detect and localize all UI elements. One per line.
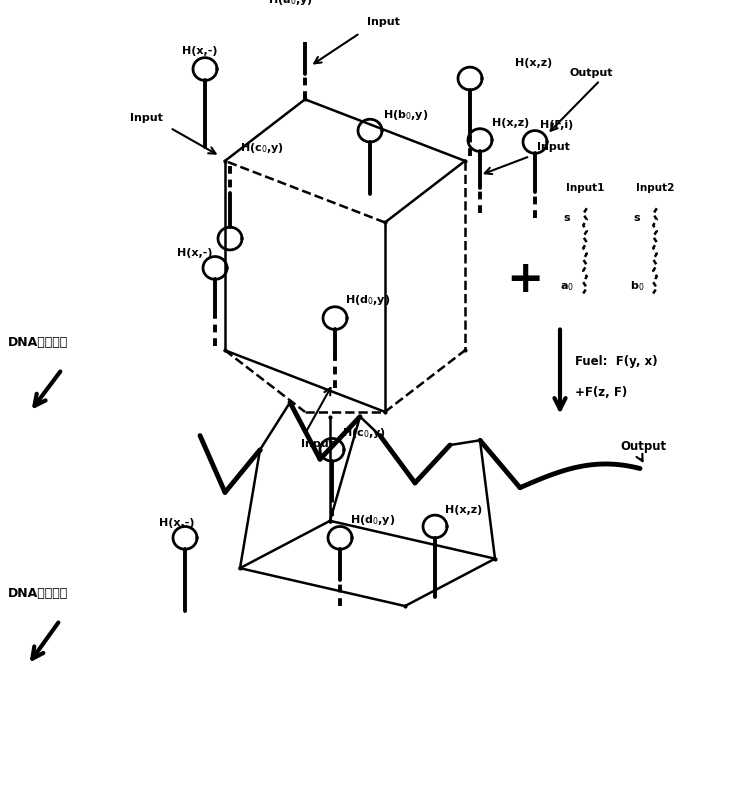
Text: H(x,z): H(x,z) (445, 505, 482, 516)
Text: Output: Output (570, 68, 614, 78)
Text: H(x,z): H(x,z) (515, 58, 552, 68)
Text: H(F,i): H(F,i) (540, 119, 573, 130)
Text: H(c$_0$,y): H(c$_0$,y) (240, 141, 284, 156)
Text: +: + (507, 258, 544, 301)
Text: H(x,-): H(x,-) (177, 248, 213, 258)
Text: Input2: Input2 (636, 183, 674, 193)
Text: H(d$_0$,y): H(d$_0$,y) (345, 293, 390, 307)
Text: Output: Output (620, 440, 666, 453)
Text: Input1: Input1 (565, 183, 604, 193)
Text: H(d$_0$,y): H(d$_0$,y) (350, 512, 396, 527)
Text: DNA折纸基质: DNA折纸基质 (8, 336, 68, 349)
Text: Input: Input (537, 141, 570, 152)
Text: Input: Input (300, 439, 334, 449)
Text: s: s (564, 212, 570, 222)
Text: DNA折纸基质: DNA折纸基质 (8, 586, 68, 600)
Text: Input: Input (130, 113, 163, 123)
Text: H(b$_0$,y): H(b$_0$,y) (383, 108, 428, 123)
Text: a$_0$: a$_0$ (560, 281, 574, 292)
Text: b$_0$: b$_0$ (630, 279, 644, 292)
Text: Input: Input (367, 17, 400, 28)
Text: H(x,-): H(x,-) (159, 517, 195, 527)
Text: Fuel:  F(y, x): Fuel: F(y, x) (575, 354, 658, 368)
Text: H(a$_0$,y): H(a$_0$,y) (267, 0, 313, 7)
Text: H(c$_0$,y): H(c$_0$,y) (342, 425, 386, 439)
Text: H(x,z): H(x,z) (492, 118, 529, 128)
Text: s: s (633, 212, 640, 222)
Text: +F(z, F): +F(z, F) (575, 386, 627, 399)
Text: H(x,-): H(x,-) (182, 46, 217, 56)
